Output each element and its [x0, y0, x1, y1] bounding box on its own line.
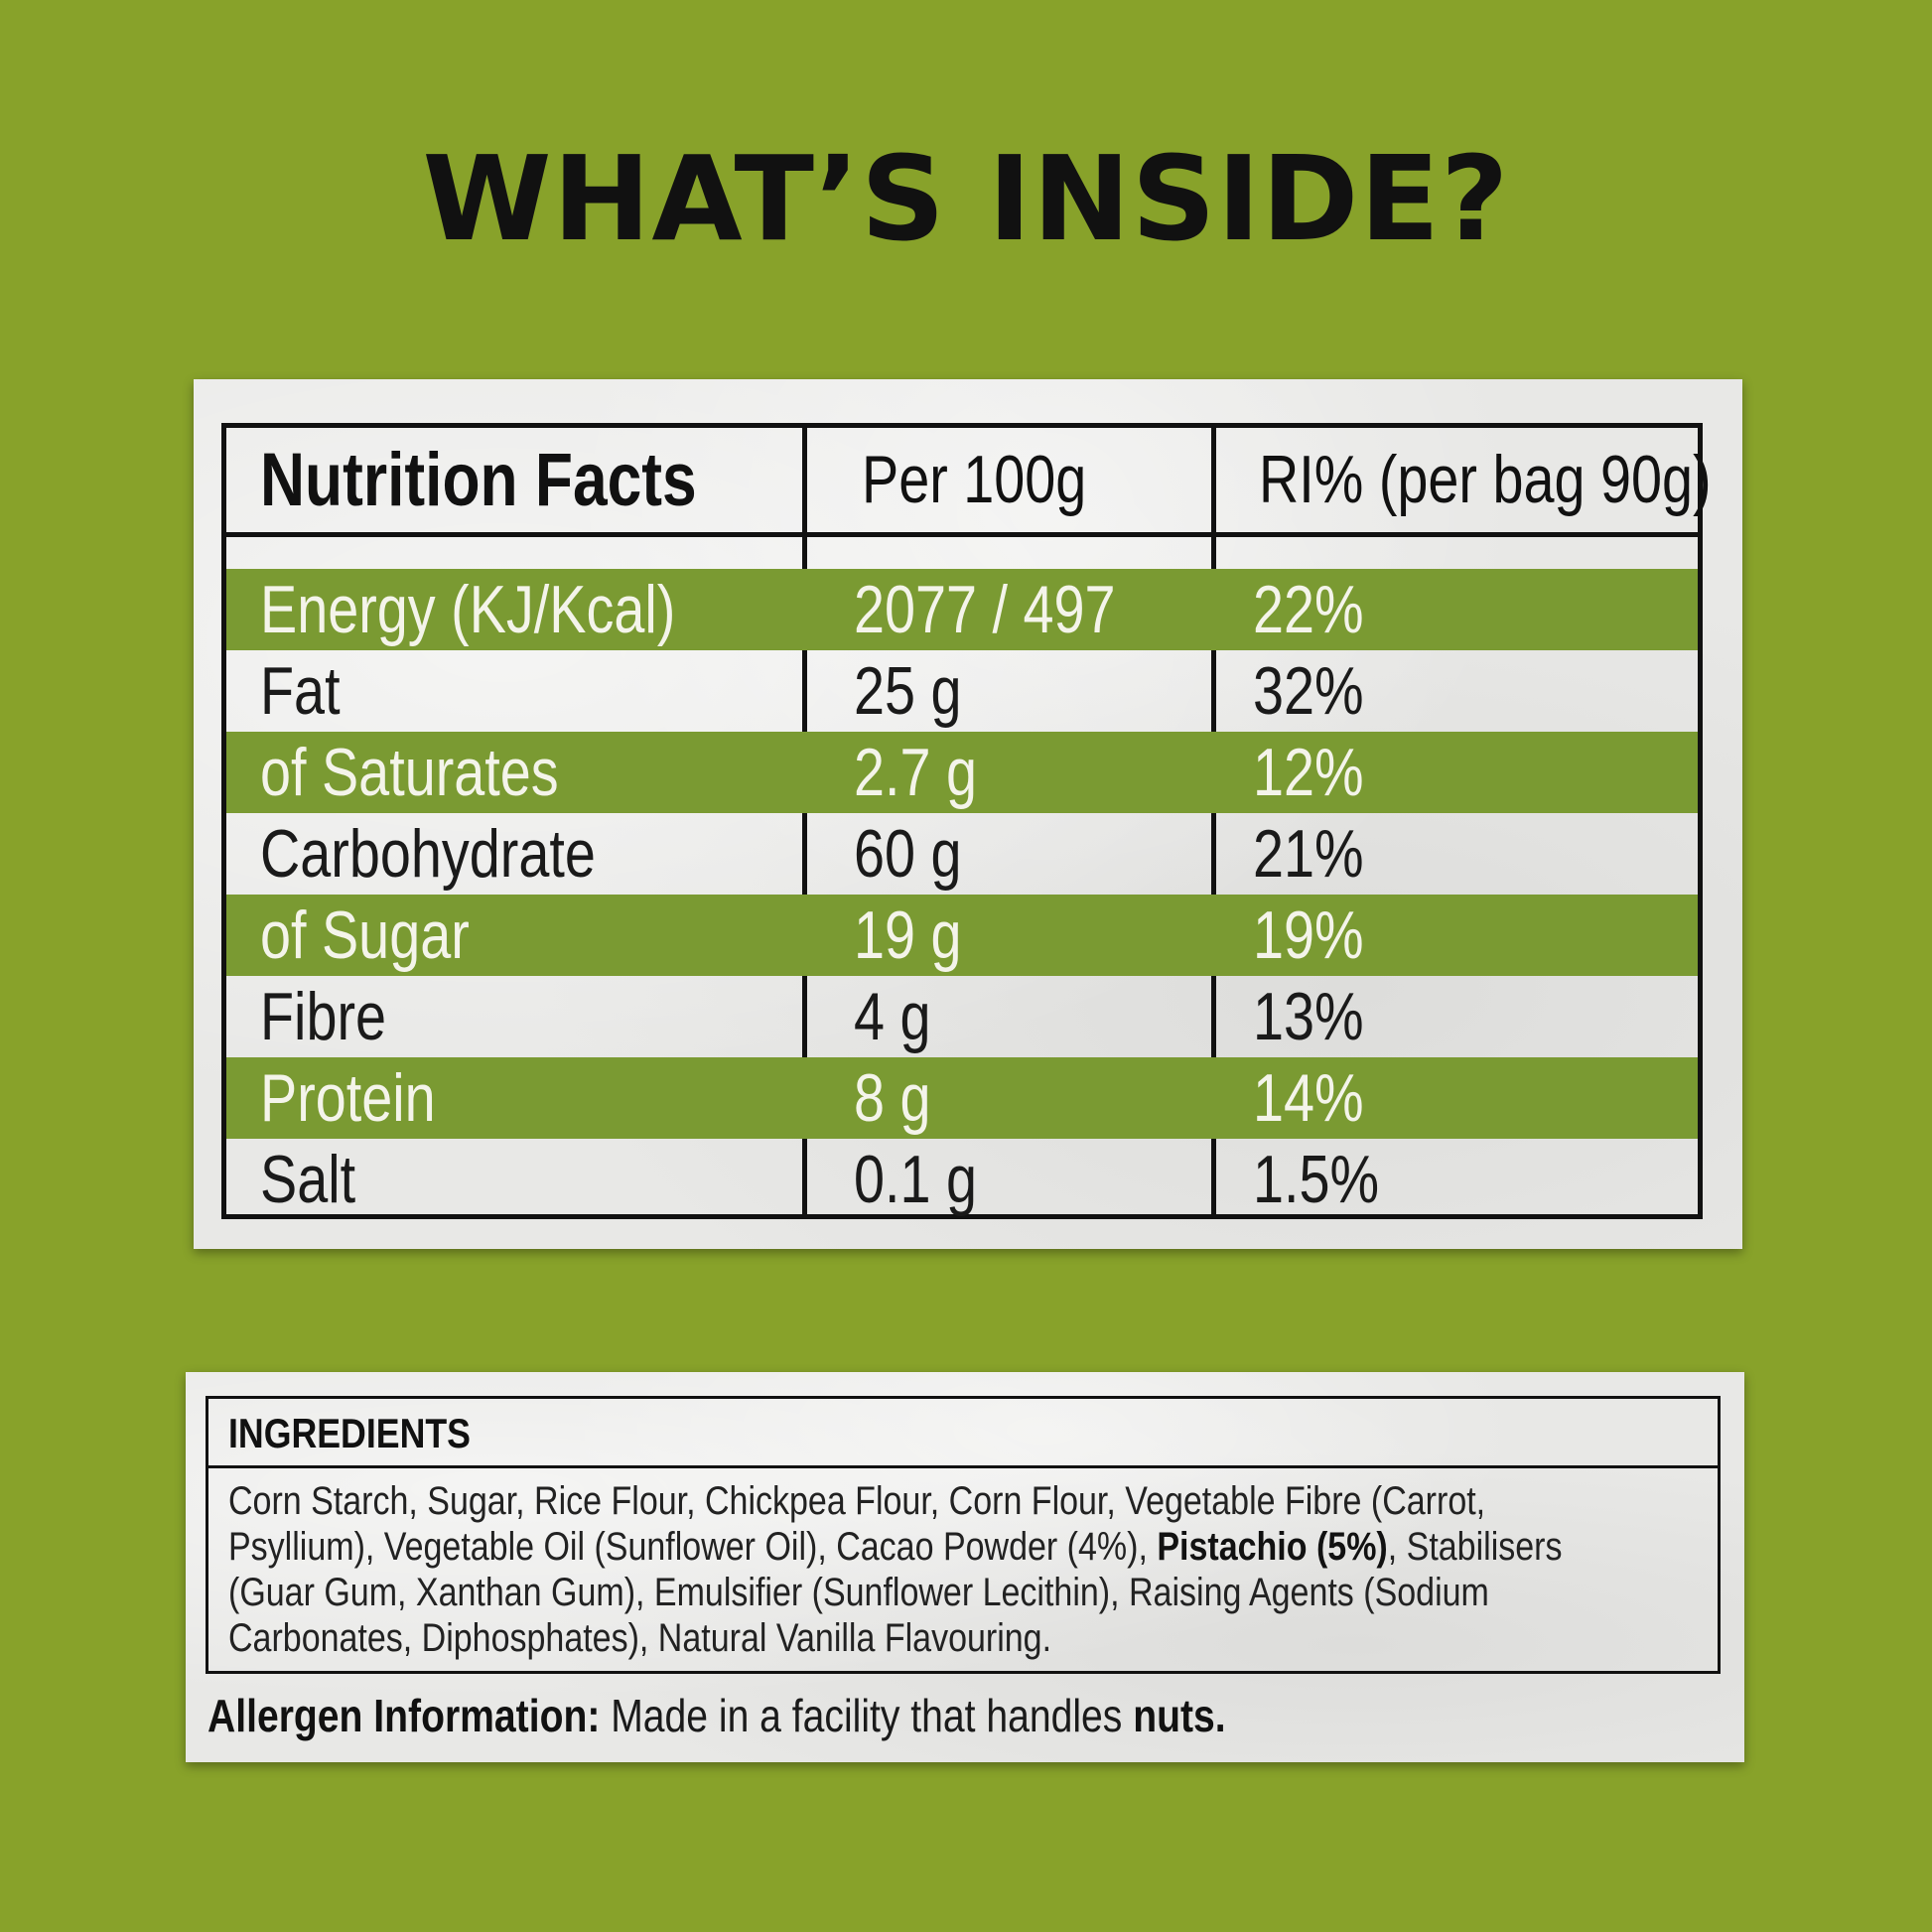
nutrition-row-energy: Energy (KJ/Kcal) 2077 / 497 22%: [226, 569, 1698, 650]
per-100g-value: 19 g: [854, 897, 962, 973]
ingredients-box: INGREDIENTS Corn Starch, Sugar, Rice Flo…: [206, 1396, 1721, 1674]
nutrient-label: Salt: [260, 1142, 356, 1217]
ingredients-title-text: INGREDIENTS: [228, 1410, 471, 1456]
ingredients-text-part2: , Stabilisers (Guar Gum, Xanthan Gum), E…: [228, 1525, 1563, 1660]
ingredients-text-part1: Corn Starch, Sugar, Rice Flour, Chickpea…: [228, 1479, 1486, 1569]
column-divider: [1211, 428, 1216, 1214]
ingredients-panel: INGREDIENTS Corn Starch, Sugar, Rice Flo…: [186, 1372, 1744, 1762]
per-100g-header: Per 100g: [862, 442, 1087, 517]
ri-value: 32%: [1253, 653, 1364, 729]
column-divider: [802, 428, 807, 1214]
nutrient-label: of Sugar: [260, 897, 470, 973]
nutrition-row-sugar: of Sugar 19 g 19%: [226, 895, 1698, 976]
nutrient-label: Protein: [260, 1060, 436, 1136]
nutrition-panel: Nutrition Facts Per 100g RI% (per bag 90…: [194, 379, 1742, 1249]
per-100g-value: 25 g: [854, 653, 962, 729]
allergen-highlight: nuts.: [1133, 1690, 1226, 1741]
per-100g-value: 0.1 g: [854, 1142, 978, 1217]
ri-value: 12%: [1253, 735, 1364, 810]
nutrient-label: Fibre: [260, 979, 387, 1054]
ri-value: 1.5%: [1253, 1142, 1380, 1217]
ri-value: 13%: [1253, 979, 1364, 1054]
per-100g-value: 8 g: [854, 1060, 931, 1136]
nutrient-label: Fat: [260, 653, 341, 729]
ri-value: 22%: [1253, 572, 1364, 647]
ingredients-title: INGREDIENTS: [208, 1399, 1718, 1468]
nutrition-table-body: Energy (KJ/Kcal) 2077 / 497 22% Fat 25 g…: [226, 569, 1698, 1220]
nutrition-row-carbohydrate: Carbohydrate 60 g 21%: [226, 813, 1698, 895]
per-100g-value: 60 g: [854, 816, 962, 892]
allergen-information: Allergen Information: Made in a facility…: [207, 1688, 1591, 1743]
nutrition-row-fibre: Fibre 4 g 13%: [226, 976, 1698, 1057]
ri-percent-header: RI% (per bag 90g): [1259, 442, 1712, 517]
ingredients-list: Corn Starch, Sugar, Rice Flour, Chickpea…: [228, 1478, 1612, 1661]
nutrient-label: Energy (KJ/Kcal): [260, 572, 676, 647]
allergen-text: Made in a facility that handles: [600, 1690, 1134, 1741]
page-headline: WHAT’S INSIDE?: [422, 130, 1510, 267]
per-100g-value: 2077 / 497: [854, 572, 1116, 647]
nutrition-row-saturates: of Saturates 2.7 g 12%: [226, 732, 1698, 813]
ri-value: 19%: [1253, 897, 1364, 973]
nutrient-label: Carbohydrate: [260, 816, 596, 892]
ri-value: 14%: [1253, 1060, 1364, 1136]
nutrition-table: Nutrition Facts Per 100g RI% (per bag 90…: [221, 423, 1712, 1220]
allergen-label: Allergen Information:: [207, 1690, 601, 1741]
ingredients-highlight: Pistachio (5%): [1157, 1525, 1388, 1569]
nutrition-row-salt: Salt 0.1 g 1.5%: [226, 1139, 1698, 1220]
nutrition-row-protein: Protein 8 g 14%: [226, 1057, 1698, 1139]
nutrition-facts-title: Nutrition Facts: [260, 438, 697, 522]
per-100g-value: 2.7 g: [854, 735, 978, 810]
nutrition-row-fat: Fat 25 g 32%: [226, 650, 1698, 732]
nutrition-table-header: Nutrition Facts Per 100g RI% (per bag 90…: [226, 428, 1712, 537]
per-100g-value: 4 g: [854, 979, 931, 1054]
ri-value: 21%: [1253, 816, 1364, 892]
nutrient-label: of Saturates: [260, 735, 559, 810]
